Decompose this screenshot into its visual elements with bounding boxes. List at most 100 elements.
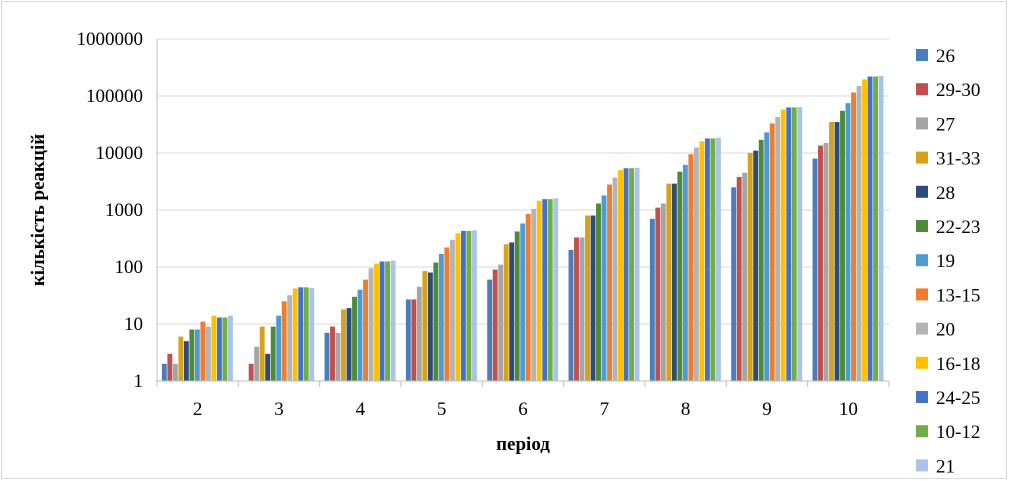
bar (660, 203, 666, 381)
bar (466, 230, 472, 381)
legend-swatch (916, 151, 928, 164)
y-tick-label: 1 (134, 371, 144, 392)
x-tick-label: 7 (600, 399, 610, 420)
bar (248, 363, 254, 381)
bar (287, 295, 293, 381)
bar (525, 214, 531, 381)
bar (812, 158, 818, 381)
legend-label: 26 (936, 46, 955, 67)
bar (834, 121, 840, 381)
axes (156, 39, 890, 387)
legend-label: 21 (936, 456, 955, 477)
y-axis-title: кількість реакцій (28, 134, 49, 286)
legend-label: 20 (936, 320, 955, 341)
bar (699, 141, 705, 381)
legend-swatch (916, 391, 928, 403)
bar (487, 279, 493, 381)
bar (829, 121, 834, 381)
legend-label: 22-23 (936, 217, 980, 238)
bar (194, 329, 200, 381)
x-tick-label: 4 (356, 399, 366, 420)
bar (791, 107, 797, 381)
bar (873, 76, 879, 382)
bar (797, 107, 803, 382)
bar (769, 123, 775, 381)
bar (764, 132, 770, 381)
bar (618, 170, 624, 381)
y-tick-labels: 1 10 100 1000 10000 100000 1000000 (77, 29, 144, 392)
bar (753, 150, 759, 381)
bar (677, 171, 683, 381)
bar (200, 321, 206, 381)
bar (607, 184, 612, 381)
legend-label: 16-18 (936, 354, 980, 375)
bar (574, 237, 579, 381)
legend-label: 24-25 (936, 388, 980, 409)
y-tick-label: 1000 (105, 200, 143, 221)
bar (330, 326, 335, 381)
bar (259, 326, 265, 381)
bar (579, 237, 585, 381)
bar (514, 231, 520, 381)
bar (547, 199, 553, 381)
bar (205, 326, 211, 381)
bar (856, 85, 862, 381)
bar (851, 92, 856, 381)
bar (433, 262, 439, 381)
bar (346, 308, 352, 381)
bar (731, 187, 737, 381)
bar (341, 309, 346, 381)
bar (786, 107, 792, 381)
bar (634, 167, 640, 381)
bar (390, 260, 396, 381)
legend-label: 19 (936, 251, 955, 272)
bar (254, 346, 260, 381)
legend-swatch (916, 49, 928, 61)
legend-swatch (916, 288, 928, 301)
bar (211, 315, 217, 381)
bar (840, 110, 845, 382)
bar (161, 363, 167, 381)
bar (374, 263, 380, 381)
x-axis-title: період (496, 434, 550, 455)
bar (742, 172, 748, 381)
bar (422, 271, 428, 381)
bar (379, 261, 385, 381)
legend: 26 29-30 27 31-33 28 22-23 19 13-15 20 16-18 24-25… (916, 46, 980, 477)
legend-label: 31-33 (936, 149, 980, 170)
bar (460, 230, 466, 381)
bar (531, 208, 537, 381)
legend-swatch (916, 117, 928, 130)
bar (503, 244, 509, 381)
bar (780, 109, 786, 381)
bar (385, 261, 391, 381)
legend-label: 13-15 (936, 285, 980, 306)
legend-label: 29-30 (936, 80, 980, 101)
bar (629, 168, 635, 381)
bar (368, 268, 374, 381)
y-tick-label: 100 (115, 257, 144, 278)
bar (704, 138, 710, 381)
bar (222, 317, 228, 381)
bar (736, 176, 742, 381)
bar (542, 199, 548, 381)
bar (623, 168, 629, 381)
bar (862, 79, 868, 382)
bar (585, 215, 590, 381)
bar (775, 116, 781, 381)
bar (363, 279, 368, 381)
bar (553, 198, 559, 381)
bar (682, 164, 688, 381)
bar (498, 264, 504, 381)
y-tick-label: 100000 (86, 86, 143, 107)
bar (227, 315, 233, 381)
bar (509, 242, 515, 381)
bar (666, 183, 672, 381)
bar (265, 353, 271, 381)
bar (715, 137, 721, 381)
bar (183, 341, 189, 381)
bar (189, 329, 195, 381)
bar (823, 142, 829, 381)
bar (444, 247, 450, 381)
